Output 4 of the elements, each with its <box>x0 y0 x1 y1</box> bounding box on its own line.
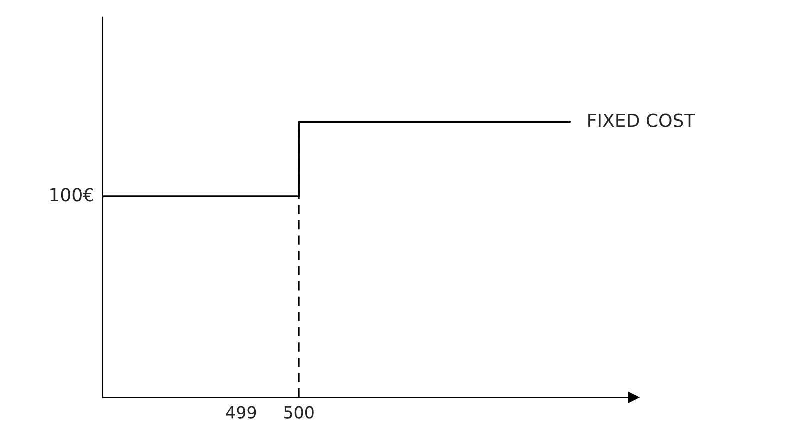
x-tick-label: 500 <box>284 406 314 419</box>
annotation: FIXED COST <box>588 114 696 128</box>
annotation: 100€ <box>50 188 94 202</box>
x-tick-label: 499 <box>226 406 256 419</box>
